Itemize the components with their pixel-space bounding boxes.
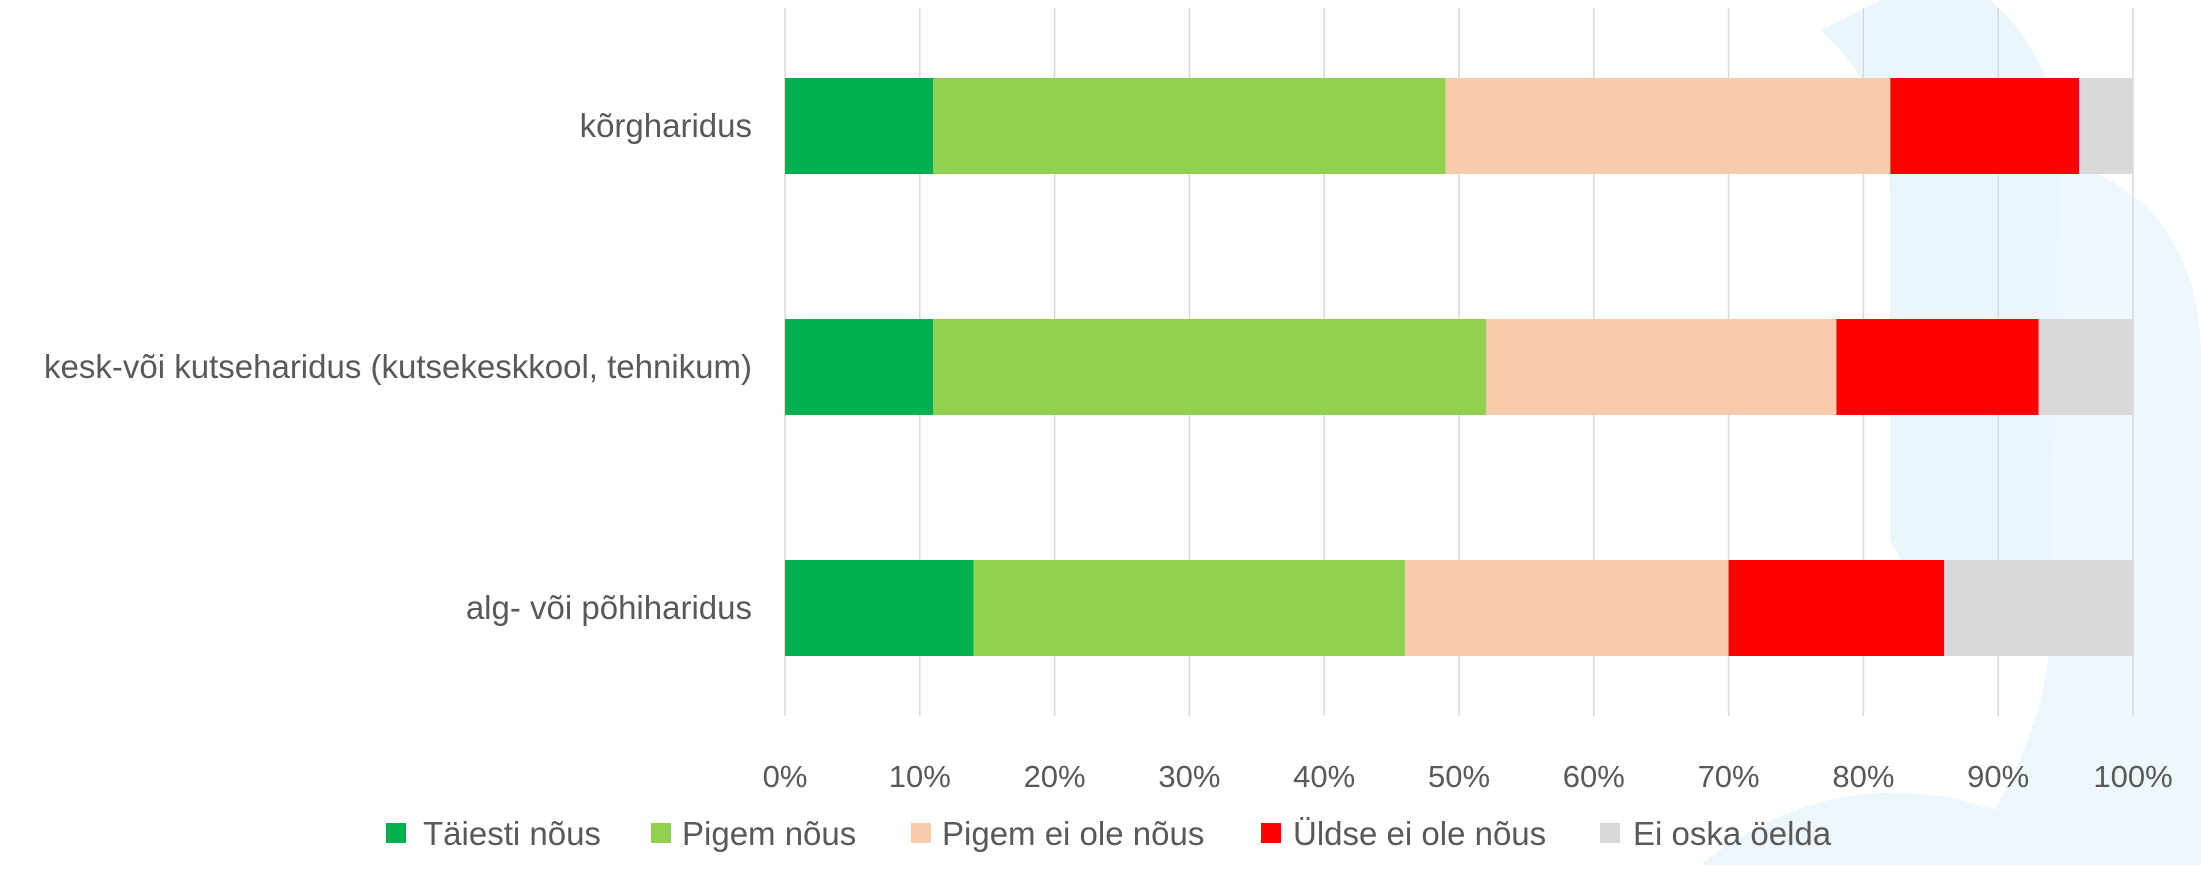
bar-segment xyxy=(1728,560,1945,656)
legend-label: Ei oska öelda xyxy=(1633,815,1832,852)
x-tick-label: 30% xyxy=(1158,759,1220,794)
legend-item: Pigem ei ole nõus xyxy=(911,815,1204,852)
legend-item: Ei oska öelda xyxy=(1600,815,1832,852)
bar-segment xyxy=(933,78,1446,174)
legend-swatch xyxy=(386,823,406,843)
category-label: kesk-või kutseharidus (kutsekeskkool, te… xyxy=(44,348,752,385)
legend-swatch xyxy=(1261,823,1281,843)
legend-swatch xyxy=(911,823,931,843)
x-tick-label: 50% xyxy=(1428,759,1490,794)
bar-segment xyxy=(785,319,934,415)
bar-segment xyxy=(1890,78,2080,174)
x-tick-label: 70% xyxy=(1698,759,1760,794)
legend-item: Pigem nõus xyxy=(651,815,856,852)
bar-segment xyxy=(1944,560,2133,656)
bar-segment xyxy=(785,78,934,174)
legend-label: Pigem nõus xyxy=(682,815,856,852)
bar-segment xyxy=(1405,560,1729,656)
bar-segment xyxy=(933,319,1486,415)
x-tick-label: 40% xyxy=(1293,759,1355,794)
bars xyxy=(785,78,2133,656)
bar-segment xyxy=(1445,78,1891,174)
x-tick-label: 10% xyxy=(889,759,951,794)
category-label: kõrgharidus xyxy=(580,107,752,144)
bar-segment xyxy=(2038,319,2133,415)
legend-item: Üldse ei ole nõus xyxy=(1261,815,1546,852)
x-tick-label: 100% xyxy=(2093,759,2172,794)
x-tick-label: 20% xyxy=(1024,759,1086,794)
legend-item: Täiesti nõus xyxy=(386,815,601,852)
category-labels: kõrgharidus kesk-või kutseharidus (kutsek… xyxy=(44,107,752,626)
legend-label: Täiesti nõus xyxy=(423,815,601,852)
x-tick-label: 90% xyxy=(1967,759,2029,794)
bar-segment xyxy=(785,560,974,656)
legend: Täiesti nõus Pigem nõus Pigem ei ole nõus Ü… xyxy=(386,815,1832,852)
x-tick-label: 60% xyxy=(1563,759,1625,794)
x-tick-label: 80% xyxy=(1832,759,1894,794)
legend-swatch xyxy=(1600,823,1620,843)
bar-segment xyxy=(1485,319,1837,415)
bar-segment xyxy=(1836,319,2039,415)
bar-segment xyxy=(2079,78,2133,174)
legend-label: Üldse ei ole nõus xyxy=(1293,815,1546,852)
x-axis-tick-labels: 0% 10% 20% 30% 40% 50% 60% 70% 80% 90% 100% xyxy=(763,759,2173,794)
x-tick-label: 0% xyxy=(763,759,808,794)
background-shape xyxy=(1960,160,2201,865)
legend-swatch xyxy=(651,823,671,843)
legend-label: Pigem ei ole nõus xyxy=(942,815,1204,852)
category-label: alg- või põhiharidus xyxy=(466,589,752,626)
background-shape xyxy=(1700,792,2100,865)
bar-segment xyxy=(973,560,1406,656)
